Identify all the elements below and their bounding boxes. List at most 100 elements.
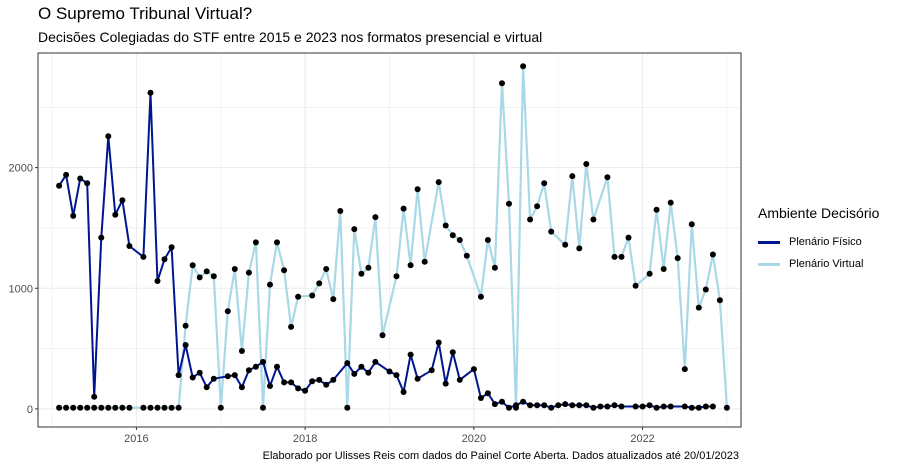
- data-point-fisico: [91, 393, 98, 400]
- data-point-fisico: [548, 404, 555, 411]
- data-point-fisico: [316, 376, 323, 383]
- data-point-fisico: [491, 401, 498, 408]
- data-point-fisico: [168, 244, 175, 251]
- legend-title: Ambiente Decisório: [758, 205, 880, 221]
- data-point-fisico: [681, 403, 688, 410]
- data-point-fisico: [302, 387, 309, 394]
- chart-title: O Supremo Tribunal Virtual?: [38, 4, 253, 23]
- data-point-fisico: [295, 385, 302, 392]
- data-point-fisico: [576, 402, 583, 409]
- data-point-virtual: [126, 404, 133, 411]
- data-point-virtual: [688, 221, 695, 228]
- data-point-fisico: [260, 358, 266, 365]
- data-point-fisico: [126, 243, 133, 249]
- data-point-fisico: [688, 404, 695, 411]
- data-point-virtual: [442, 222, 449, 229]
- data-point-fisico: [590, 404, 597, 411]
- data-point-virtual: [56, 404, 63, 411]
- data-point-virtual: [414, 186, 421, 193]
- data-point-fisico: [84, 180, 91, 187]
- legend-item-fisico: Plenário Físico: [758, 231, 879, 253]
- data-point-fisico: [112, 211, 119, 218]
- data-point-virtual: [203, 268, 210, 275]
- data-point-virtual: [702, 286, 709, 293]
- data-point-virtual: [147, 404, 154, 411]
- data-point-fisico: [77, 175, 84, 182]
- data-point-virtual: [119, 404, 126, 411]
- data-point-virtual: [252, 239, 259, 246]
- data-point-fisico: [161, 256, 168, 263]
- data-point-virtual: [674, 255, 681, 262]
- data-point-virtual: [63, 404, 70, 411]
- data-point-virtual: [365, 264, 372, 271]
- series-line-virtual: [59, 65, 728, 409]
- data-point-fisico: [499, 398, 505, 405]
- data-point-virtual: [112, 404, 119, 411]
- data-point-fisico: [344, 360, 351, 367]
- data-point-fisico: [147, 89, 154, 96]
- data-point-fisico: [70, 212, 77, 219]
- data-point-virtual: [463, 252, 470, 259]
- data-point-virtual: [534, 203, 541, 210]
- data-point-fisico: [267, 383, 273, 389]
- data-point-virtual: [681, 366, 688, 373]
- data-point-virtual: [182, 322, 189, 329]
- x-tick-label: 2016: [124, 433, 148, 445]
- data-point-fisico: [604, 403, 611, 410]
- data-point-fisico: [520, 398, 527, 405]
- data-point-fisico: [527, 402, 534, 409]
- data-point-fisico: [449, 349, 456, 356]
- data-point-virtual: [196, 274, 203, 281]
- data-point-virtual: [154, 404, 161, 411]
- data-point-fisico: [182, 342, 189, 348]
- legend: Ambiente Decisório Plenário Físico Plená…: [758, 205, 879, 275]
- data-point-virtual: [667, 199, 674, 206]
- data-point-fisico: [484, 390, 491, 397]
- data-point-fisico: [358, 363, 365, 370]
- data-point-virtual: [231, 266, 238, 272]
- data-point-fisico: [477, 395, 484, 401]
- data-point-fisico: [231, 372, 238, 379]
- data-point-virtual: [358, 270, 365, 277]
- data-point-virtual: [161, 404, 168, 411]
- data-point-virtual: [456, 237, 463, 243]
- data-point-fisico: [569, 402, 576, 409]
- data-point-virtual: [618, 253, 625, 260]
- data-point-virtual: [506, 200, 512, 207]
- data-point-virtual: [98, 404, 105, 411]
- data-point-fisico: [583, 402, 590, 409]
- data-point-virtual: [372, 214, 379, 221]
- data-point-virtual: [709, 251, 716, 258]
- data-point-virtual: [625, 234, 632, 241]
- y-tick-label: 0: [27, 404, 33, 416]
- legend-key-virtual: [758, 262, 780, 266]
- data-point-fisico: [105, 133, 112, 140]
- legend-item-virtual: Plenário Virtual: [758, 253, 879, 275]
- data-point-fisico: [400, 389, 407, 395]
- data-point-virtual: [330, 296, 337, 303]
- data-point-virtual: [316, 280, 323, 287]
- data-point-virtual: [520, 63, 527, 70]
- data-point-fisico: [470, 366, 477, 373]
- data-point-fisico: [660, 403, 667, 410]
- x-tick-label: 2022: [630, 433, 654, 445]
- data-point-virtual: [379, 332, 386, 339]
- data-point-virtual: [590, 216, 597, 223]
- data-point-fisico: [330, 376, 337, 383]
- data-point-fisico: [56, 182, 63, 189]
- data-point-fisico: [351, 370, 358, 377]
- panel-border: [37, 52, 742, 428]
- data-point-fisico: [618, 403, 625, 410]
- data-point-fisico: [175, 372, 182, 379]
- data-point-fisico: [646, 402, 653, 409]
- data-point-fisico: [323, 381, 330, 388]
- data-point-virtual: [105, 404, 112, 411]
- data-point-virtual: [576, 245, 583, 252]
- data-point-fisico: [442, 380, 449, 387]
- data-point-fisico: [702, 403, 709, 410]
- data-point-virtual: [604, 174, 611, 181]
- data-point-virtual: [569, 173, 576, 180]
- data-point-fisico: [245, 367, 252, 374]
- data-point-virtual: [295, 293, 302, 300]
